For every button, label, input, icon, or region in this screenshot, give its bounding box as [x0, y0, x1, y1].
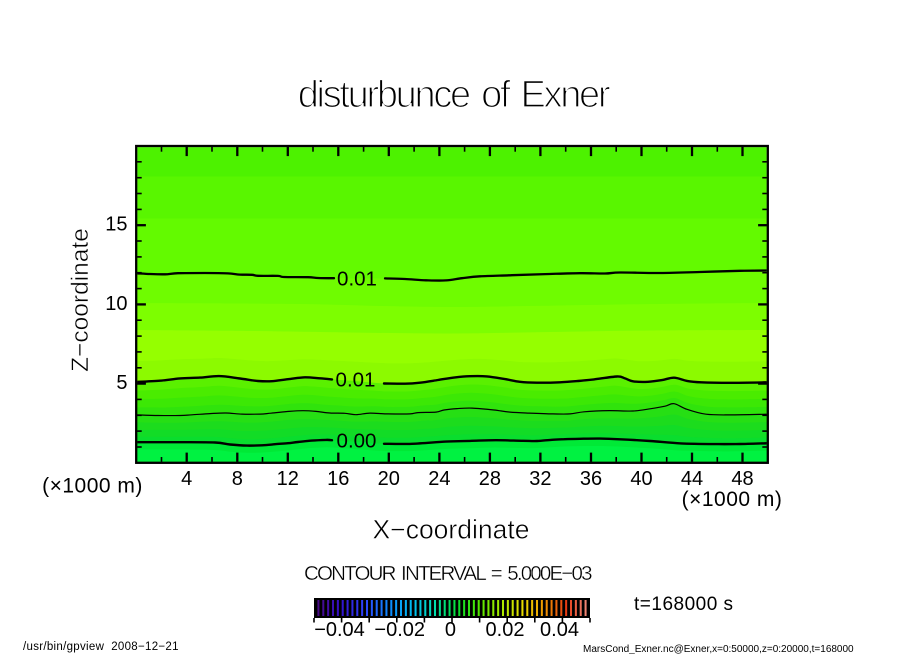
- svg-text:20: 20: [378, 468, 400, 490]
- svg-text:−0.02: −0.02: [374, 619, 425, 641]
- svg-text:5: 5: [116, 372, 127, 394]
- svg-text:X−coordinate: X−coordinate: [373, 515, 530, 545]
- svg-text:24: 24: [428, 468, 450, 490]
- svg-text:CONTOUR INTERVAL = 5.000E−03: CONTOUR INTERVAL = 5.000E−03: [304, 562, 592, 585]
- svg-text:12: 12: [277, 468, 299, 490]
- svg-text:4: 4: [181, 468, 192, 490]
- svg-text:15: 15: [105, 214, 127, 236]
- svg-text:Z−coordinate: Z−coordinate: [67, 228, 94, 372]
- svg-text:8: 8: [232, 468, 243, 490]
- svg-text:0.01: 0.01: [336, 369, 376, 392]
- svg-text:−0.04: −0.04: [314, 619, 365, 641]
- svg-text:0.04: 0.04: [540, 619, 579, 641]
- svg-text:t=168000 s: t=168000 s: [634, 594, 734, 615]
- svg-text:0.01: 0.01: [337, 268, 377, 291]
- svg-text:(×1000 m): (×1000 m): [682, 488, 783, 511]
- svg-text:10: 10: [105, 293, 127, 315]
- svg-text:48: 48: [731, 468, 753, 490]
- svg-text:(×1000 m): (×1000 m): [42, 475, 143, 498]
- svg-text:0.02: 0.02: [486, 619, 525, 641]
- svg-text:MarsCond_Exner.nc@Exner,x=0:50: MarsCond_Exner.nc@Exner,x=0:50000,z=0:20…: [583, 644, 854, 654]
- svg-text:36: 36: [580, 468, 602, 490]
- svg-text:44: 44: [681, 468, 703, 490]
- svg-text:disturbunce of Exner: disturbunce of Exner: [298, 74, 611, 116]
- svg-text:0: 0: [445, 619, 456, 641]
- svg-text:16: 16: [327, 468, 349, 490]
- svg-text:0.00: 0.00: [337, 430, 377, 453]
- svg-text:40: 40: [630, 468, 652, 490]
- svg-text:28: 28: [479, 468, 501, 490]
- svg-text:/usr/bin/gpview 2008−12−21: /usr/bin/gpview 2008−12−21: [23, 641, 179, 653]
- svg-text:32: 32: [529, 468, 551, 490]
